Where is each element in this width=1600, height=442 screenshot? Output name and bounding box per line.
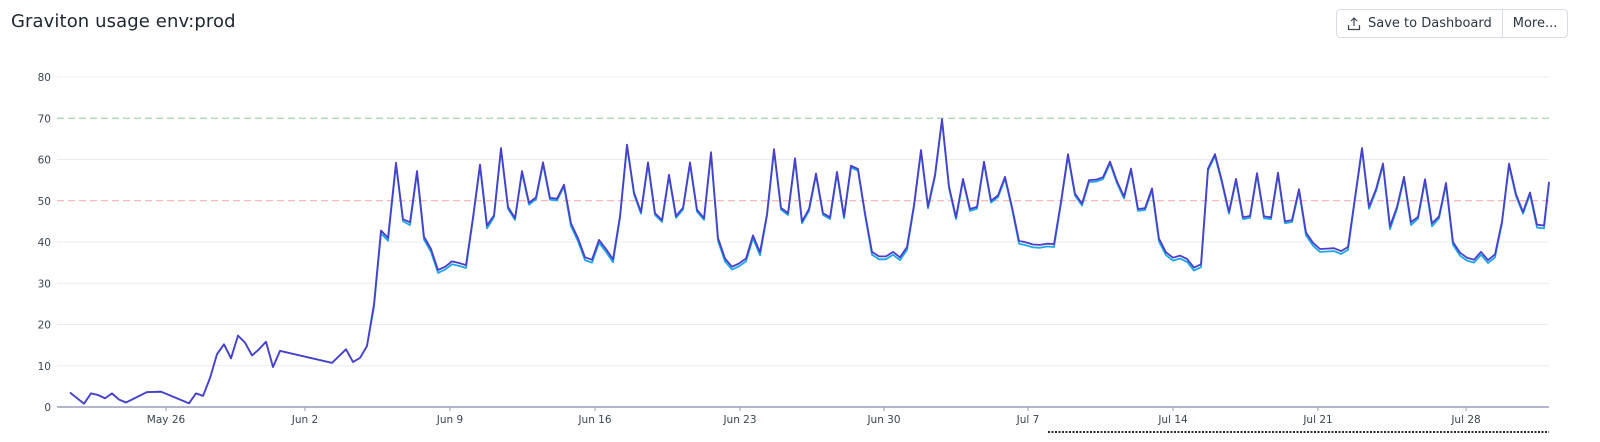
more-button[interactable]: More... — [1501, 10, 1568, 37]
y-tick-label: 80 — [38, 72, 51, 84]
y-tick-label: 30 — [38, 278, 51, 290]
x-tick-label: Jul 14 — [1157, 414, 1188, 426]
y-tick-label: 60 — [38, 155, 51, 167]
upload-icon — [1347, 16, 1361, 30]
page-title: Graviton usage env:prod — [11, 11, 236, 32]
series-lines — [69, 118, 1550, 405]
y-axis: 0 10 20 30 40 50 60 70 80 — [38, 72, 51, 414]
more-label: More... — [1512, 16, 1558, 31]
series-primary-line — [69, 118, 1550, 405]
save-to-dashboard-button[interactable]: Save to Dashboard — [1337, 10, 1502, 37]
x-tick-label: Jul 28 — [1450, 414, 1480, 426]
x-tick-label: Jul 21 — [1302, 414, 1332, 426]
x-axis: May 26 Jun 2 Jun 9 Jun 16 Jun 23 Jun 30 Jul 7 J… — [57, 406, 1549, 426]
x-tick-label: May 26 — [147, 414, 186, 426]
x-tick-label: Jun 2 — [291, 414, 318, 426]
x-tick-label: Jun 23 — [722, 414, 756, 426]
save-to-dashboard-label: Save to Dashboard — [1368, 16, 1492, 31]
x-tick-label: Jun 9 — [436, 414, 463, 426]
y-gridlines — [57, 76, 1549, 367]
x-tick-label: Jun 30 — [866, 414, 900, 426]
series-secondary-line — [69, 120, 1550, 405]
x-tick-label: Jun 16 — [577, 414, 611, 426]
x-tick-label: Jul 7 — [1016, 414, 1040, 426]
y-tick-label: 40 — [38, 237, 51, 249]
y-tick-label: 10 — [38, 361, 51, 373]
y-tick-label: 20 — [38, 320, 51, 332]
y-tick-label: 70 — [38, 113, 51, 125]
y-tick-label: 50 — [38, 196, 51, 208]
header-actions: Save to Dashboard More... — [1336, 9, 1569, 38]
y-tick-label: 0 — [44, 402, 51, 414]
